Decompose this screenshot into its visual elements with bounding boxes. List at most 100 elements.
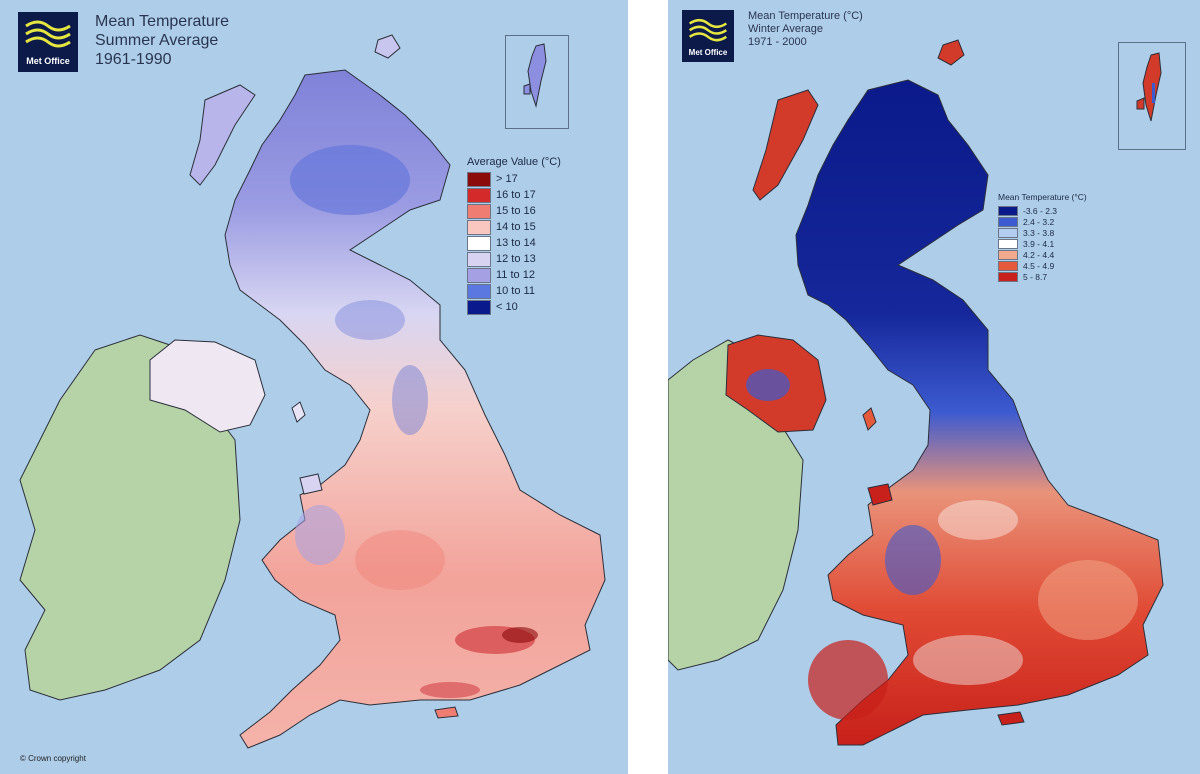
- legend-swatch: [998, 216, 1018, 227]
- legend-item: 4.5 - 4.9: [998, 260, 1087, 271]
- legend-swatch: [998, 249, 1018, 260]
- legend-swatch: [467, 203, 491, 219]
- midlands-warm-area: [355, 530, 445, 590]
- legend-swatch: [467, 251, 491, 267]
- summer-legend: Average Value (°C) > 17 16 to 17 15 to 16 1…: [467, 156, 561, 315]
- title-line-3: 1961-1990: [95, 51, 172, 68]
- legend-label: 3.3 - 3.8: [1023, 227, 1055, 238]
- legend-swatch: [467, 171, 491, 187]
- legend-item: 10 to 11: [467, 283, 561, 299]
- legend-item: 14 to 15: [467, 219, 561, 235]
- legend-label: 3.9 - 4.1: [1023, 238, 1055, 249]
- anglesey: [867, 483, 893, 506]
- legend-item: < 10: [467, 299, 561, 315]
- title-line-1: Mean Temperature: [95, 13, 229, 30]
- winter-legend: Mean Temperature (°C) -3.6 - 2.3 2.4 - 3.…: [998, 192, 1087, 282]
- legend-label: 4.5 - 4.9: [1023, 260, 1055, 271]
- south-white-area: [913, 635, 1023, 685]
- legend-item: 11 to 12: [467, 267, 561, 283]
- legend-swatch: [998, 205, 1018, 216]
- legend-title: Average Value (°C): [467, 156, 561, 168]
- legend-swatch: [998, 260, 1018, 271]
- legend-swatch: [998, 271, 1018, 282]
- legend-label: 14 to 15: [496, 221, 536, 233]
- shetland-inset: [505, 35, 569, 129]
- title-line-3: 1971 - 2000: [748, 36, 807, 48]
- shetland-islands: [1136, 52, 1162, 122]
- legend-item: 12 to 13: [467, 251, 561, 267]
- legend-item: 16 to 17: [467, 187, 561, 203]
- shetland-islands: [523, 43, 547, 108]
- legend-label: 11 to 12: [496, 269, 535, 281]
- great-britain: [224, 69, 606, 749]
- legend-swatch: [998, 238, 1018, 249]
- orkney-islands: [937, 39, 965, 66]
- legend-label: 5 - 8.7: [1023, 271, 1048, 282]
- legend-item: 15 to 16: [467, 203, 561, 219]
- legend-item: -3.6 - 2.3: [998, 205, 1087, 216]
- legend-item: > 17: [467, 171, 561, 187]
- legend-label: 13 to 14: [496, 237, 536, 249]
- lough-neagh-cool-area: [746, 369, 790, 401]
- orkney-islands: [374, 34, 401, 59]
- shetland-inset: [1118, 42, 1186, 150]
- legend-swatch: [467, 187, 491, 203]
- summer-map-title: Mean Temperature Summer Average 1961-199…: [95, 12, 229, 69]
- wales-cold-area: [885, 525, 941, 595]
- legend-item: 2.4 - 3.2: [998, 216, 1087, 227]
- south-coast-warm-area: [420, 682, 480, 698]
- wales-cool-area: [295, 505, 345, 565]
- legend-label: < 10: [496, 301, 518, 313]
- met-office-waves-icon: [688, 18, 728, 42]
- isle-of-wight: [434, 706, 459, 719]
- legend-label: 16 to 17: [496, 189, 536, 201]
- summer-map-panel: Met Office Mean Temperature Summer Avera…: [0, 0, 628, 774]
- legend-item: 3.3 - 3.8: [998, 227, 1087, 238]
- northern-ireland: [149, 339, 266, 433]
- isle-of-wight: [997, 711, 1025, 726]
- anglesey: [299, 473, 323, 495]
- legend-swatch: [998, 227, 1018, 238]
- legend-swatch: [467, 299, 491, 315]
- title-line-1: Mean Temperature (°C): [748, 10, 863, 22]
- midlands-white-area: [938, 500, 1018, 540]
- legend-item: 4.2 - 4.4: [998, 249, 1087, 260]
- pennines-cool-area: [392, 365, 428, 435]
- legend-swatch: [467, 267, 491, 283]
- southwest-warm-area: [808, 640, 888, 720]
- met-office-logo: Met Office: [18, 12, 78, 72]
- winter-uk-map: [668, 39, 1164, 746]
- legend-label: -3.6 - 2.3: [1023, 205, 1058, 216]
- southern-uplands-cool-area: [335, 300, 405, 340]
- legend-item: 13 to 14: [467, 235, 561, 251]
- legend-label: > 17: [496, 173, 518, 185]
- east-anglia-warm-area: [1038, 560, 1138, 640]
- legend-item: 5 - 8.7: [998, 271, 1087, 282]
- legend-swatch: [467, 235, 491, 251]
- winter-map-title: Mean Temperature (°C) Winter Average 197…: [748, 10, 863, 49]
- legend-swatch: [467, 219, 491, 235]
- met-office-waves-icon: [25, 20, 71, 48]
- title-line-2: Winter Average: [748, 23, 824, 35]
- hebrides-islands: [189, 84, 256, 186]
- title-line-2: Summer Average: [95, 32, 219, 49]
- legend-label: 10 to 11: [496, 285, 535, 297]
- legend-swatch: [467, 283, 491, 299]
- isle-of-man: [862, 407, 877, 431]
- logo-text: Met Office: [26, 56, 70, 66]
- legend-label: 12 to 13: [496, 253, 536, 265]
- legend-label: 15 to 16: [496, 205, 536, 217]
- legend-title: Mean Temperature (°C): [998, 192, 1087, 202]
- legend-label: 4.2 - 4.4: [1023, 249, 1055, 260]
- isle-of-man: [291, 401, 306, 423]
- met-office-logo: Met Office: [682, 10, 734, 62]
- highlands-cool-area: [290, 145, 410, 215]
- summer-uk-map: [19, 34, 606, 749]
- hebrides-islands: [752, 89, 819, 201]
- legend-label: 2.4 - 3.2: [1023, 216, 1055, 227]
- copyright-notice: © Crown copyright: [20, 754, 86, 763]
- legend-item: 3.9 - 4.1: [998, 238, 1087, 249]
- thames-hot-spot: [502, 627, 538, 643]
- logo-text: Met Office: [688, 48, 728, 57]
- winter-map-panel: Met Office Mean Temperature (°C) Winter …: [668, 0, 1200, 774]
